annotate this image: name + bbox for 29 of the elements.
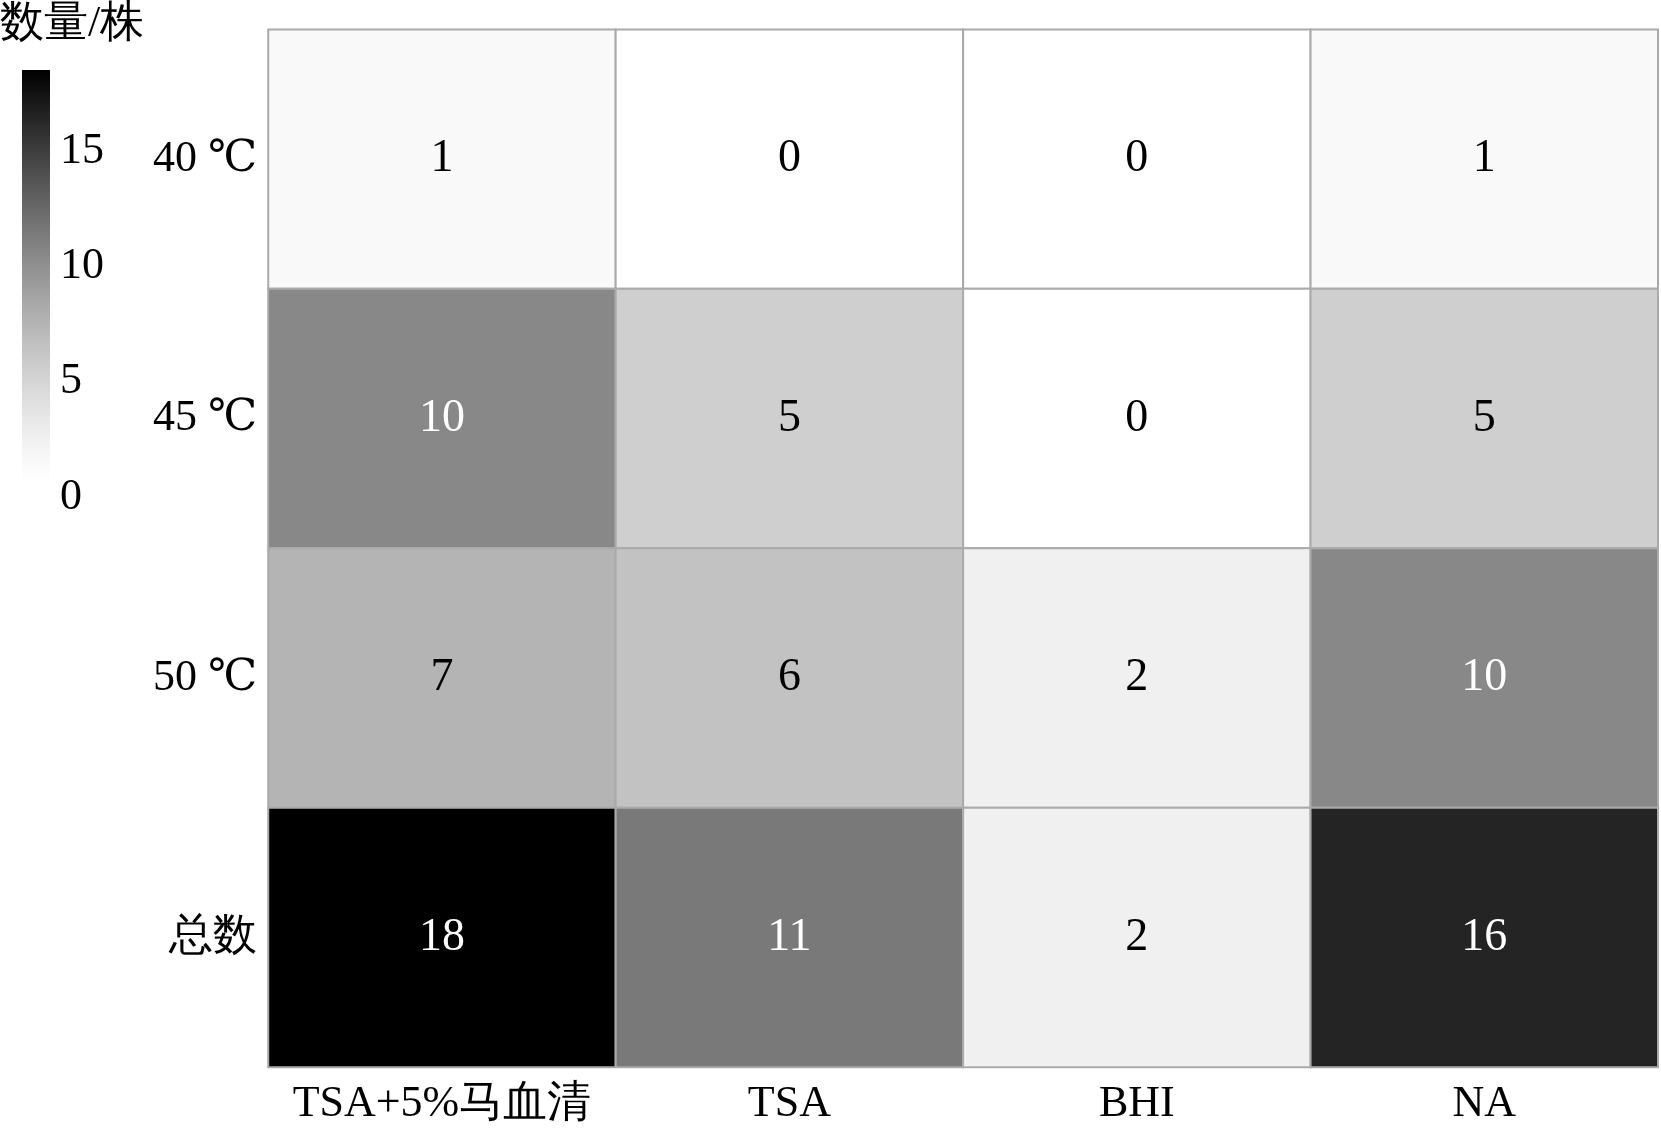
data-label: 16: [1461, 908, 1508, 960]
data-label: 1: [430, 130, 454, 182]
data-label: 18: [418, 908, 465, 960]
y-tick-label: 50 ℃: [152, 650, 258, 700]
color-bar-label: 10: [60, 239, 104, 289]
color-bar-label: 0: [60, 469, 82, 519]
data-label: 2: [1125, 908, 1149, 960]
data-label: 7: [430, 649, 454, 701]
x-tick-label: BHI: [1098, 1077, 1175, 1127]
data-label: 2: [1125, 649, 1149, 701]
data-label: 0: [777, 130, 801, 182]
data-label: 0: [1125, 130, 1149, 182]
y-tick-label: 40 ℃: [152, 131, 258, 181]
color-bar-title: 数量/株: [0, 0, 145, 46]
data-label: 10: [1461, 649, 1508, 701]
data-label: 5: [777, 389, 801, 441]
data-label: 1: [1472, 130, 1496, 182]
x-tick-label: TSA: [747, 1077, 832, 1127]
data-label: 6: [777, 649, 801, 701]
data-label: 10: [418, 389, 465, 441]
y-tick-label: 45 ℃: [152, 391, 258, 441]
x-tick-label: NA: [1452, 1077, 1517, 1127]
y-tick-label: 总数: [168, 910, 258, 960]
x-tick-label: TSA+5%马血清: [292, 1077, 592, 1127]
data-label: 0: [1125, 389, 1149, 441]
data-label: 11: [767, 908, 812, 960]
color-bar-label: 15: [60, 123, 104, 173]
data-label: 5: [1472, 389, 1496, 441]
color-bar-label: 5: [60, 354, 82, 404]
